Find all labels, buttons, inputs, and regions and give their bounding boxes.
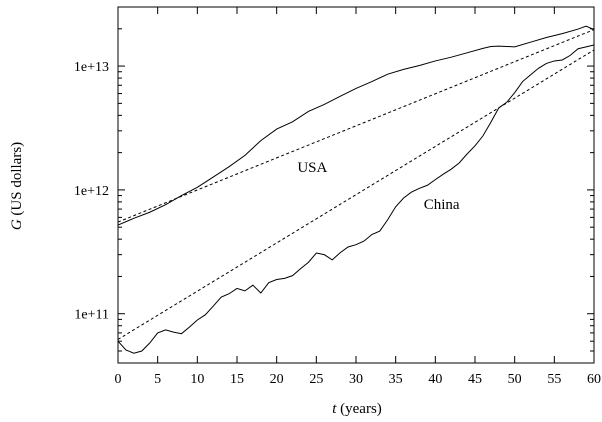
x-tick-label: 55 [547, 372, 561, 387]
tick-layer: 0 5 10 15 20 25 30 35 40 45 50 55 60 1e+11 1e+12 1e+13 [74, 6, 601, 387]
y-tick-label: 1e+11 [74, 308, 109, 323]
series-label-china: China [424, 197, 460, 213]
y-axis-variable: G [9, 219, 25, 230]
x-tick-label: 25 [309, 372, 323, 387]
x-tick-label: 20 [270, 372, 284, 387]
series-line-china [117, 44, 595, 354]
x-tick-label: 5 [154, 372, 161, 387]
x-tick-label: 15 [230, 372, 244, 387]
x-axis-variable: t [332, 401, 337, 417]
x-axis-unit: (years) [336, 401, 381, 417]
y-tick-label: 1e+12 [74, 184, 109, 199]
y-tick-label: 1e+13 [74, 60, 109, 75]
x-tick-label: 45 [468, 372, 482, 387]
y-axis-title: G (US dollars) [9, 142, 25, 230]
y-axis-unit: (US dollars) [9, 142, 25, 220]
x-tick-label: 40 [428, 372, 442, 387]
series-labels: USA China [297, 160, 460, 213]
x-tick-label: 35 [389, 372, 403, 387]
series-label-usa: USA [297, 160, 327, 176]
x-tick-label: 0 [115, 372, 122, 387]
x-tick-label: 30 [349, 372, 363, 387]
trend-line-3 [117, 49, 595, 340]
x-tick-label: 50 [508, 372, 522, 387]
x-axis-title: t (years) [332, 401, 382, 417]
series-layer [117, 25, 595, 354]
trend-line-1 [117, 29, 595, 223]
plot-frame [117, 6, 595, 364]
x-tick-label: 60 [587, 372, 601, 387]
x-tick-label: 10 [190, 372, 204, 387]
series-line-usa [117, 25, 595, 226]
